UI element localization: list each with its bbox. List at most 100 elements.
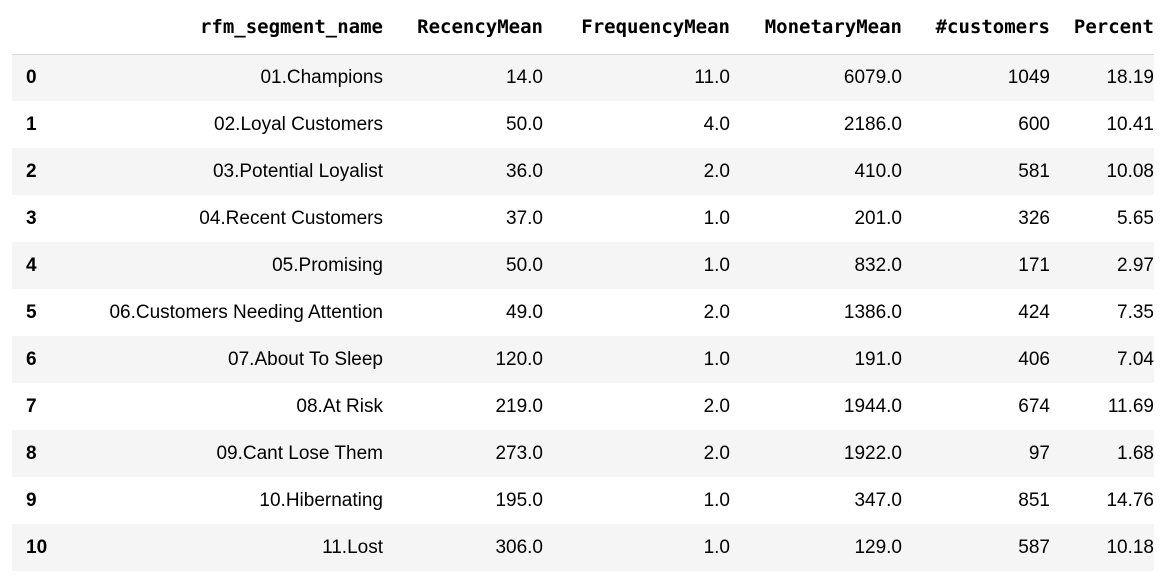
recency-mean-cell: 306.0 (495, 536, 543, 558)
percent-cell: 10.18 (1106, 536, 1154, 558)
recency-mean-cell: 50.0 (506, 113, 543, 135)
table-row: 4 05.Promising 50.0 1.0 832.0 171 2.97 (12, 242, 1154, 289)
column-header-rfm-segment-name: rfm_segment_name (56, 0, 383, 55)
recency-mean-cell: 273.0 (495, 442, 543, 464)
monetary-mean-cell: 6079.0 (843, 66, 902, 88)
table-body: 0 01.Champions 14.0 11.0 6079.0 1049 18.19 1 02.… (12, 54, 1154, 571)
frequency-mean-cell: 2.0 (703, 160, 730, 182)
column-header-recency-mean: RecencyMean (383, 0, 543, 55)
customers-cell: 406 (1018, 348, 1050, 370)
frequency-mean-cell: 1.0 (703, 536, 730, 558)
segment-name-cell: 01.Champions (260, 66, 383, 88)
segment-name-cell: 10.Hibernating (259, 489, 383, 511)
column-header-customers: #customers (902, 0, 1050, 55)
frequency-mean-cell: 2.0 (703, 442, 730, 464)
table-row: 2 03.Potential Loyalist 36.0 2.0 410.0 581 10.… (12, 148, 1154, 195)
monetary-mean-cell: 347.0 (854, 489, 902, 511)
table-header: rfm_segment_name RecencyMean FrequencyMe… (12, 0, 1154, 55)
percent-cell: 5.65 (1117, 207, 1154, 229)
percent-cell: 2.97 (1117, 254, 1154, 276)
row-index: 2 (26, 160, 37, 182)
segment-name-cell: 07.About To Sleep (228, 348, 383, 370)
percent-cell: 14.76 (1106, 489, 1154, 511)
recency-mean-cell: 14.0 (506, 66, 543, 88)
frequency-mean-cell: 1.0 (703, 207, 730, 229)
row-index: 4 (26, 254, 37, 276)
recency-mean-cell: 195.0 (495, 489, 543, 511)
recency-mean-cell: 36.0 (506, 160, 543, 182)
header-row: rfm_segment_name RecencyMean FrequencyMe… (12, 0, 1154, 55)
monetary-mean-cell: 201.0 (854, 207, 902, 229)
frequency-mean-cell: 1.0 (703, 254, 730, 276)
table-row: 0 01.Champions 14.0 11.0 6079.0 1049 18.19 (12, 54, 1154, 101)
row-index: 10 (26, 536, 48, 558)
table-row: 6 07.About To Sleep 120.0 1.0 191.0 406 7.04 (12, 336, 1154, 383)
customers-cell: 581 (1018, 160, 1050, 182)
column-header-percent: Percent (1050, 0, 1154, 55)
segment-name-cell: 02.Loyal Customers (214, 113, 383, 135)
monetary-mean-cell: 191.0 (854, 348, 902, 370)
table-row: 5 06.Customers Needing Attention 49.0 2.0 13… (12, 289, 1154, 336)
customers-cell: 600 (1018, 113, 1050, 135)
recency-mean-cell: 219.0 (495, 395, 543, 417)
segment-name-cell: 08.At Risk (296, 395, 383, 417)
customers-cell: 326 (1018, 207, 1050, 229)
monetary-mean-cell: 832.0 (854, 254, 902, 276)
percent-cell: 18.19 (1106, 66, 1154, 88)
monetary-mean-cell: 1386.0 (843, 301, 902, 323)
column-header-monetary-mean: MonetaryMean (730, 0, 902, 55)
row-index: 3 (26, 207, 37, 229)
segment-name-cell: 04.Recent Customers (199, 207, 383, 229)
frequency-mean-cell: 2.0 (703, 395, 730, 417)
frequency-mean-cell: 11.0 (694, 66, 730, 88)
frequency-mean-cell: 1.0 (703, 348, 730, 370)
percent-cell: 7.04 (1117, 348, 1154, 370)
table-row: 3 04.Recent Customers 37.0 1.0 201.0 326 5.65 (12, 195, 1154, 242)
column-header-index (12, 0, 56, 55)
frequency-mean-cell: 1.0 (703, 489, 730, 511)
row-index: 8 (26, 442, 37, 464)
recency-mean-cell: 120.0 (495, 348, 543, 370)
monetary-mean-cell: 129.0 (854, 536, 902, 558)
frequency-mean-cell: 2.0 (703, 301, 730, 323)
monetary-mean-cell: 2186.0 (843, 113, 902, 135)
table-row: 1 02.Loyal Customers 50.0 4.0 2186.0 600 10.41 (12, 101, 1154, 148)
monetary-mean-cell: 1944.0 (843, 395, 902, 417)
customers-cell: 851 (1018, 489, 1050, 511)
recency-mean-cell: 50.0 (506, 254, 543, 276)
row-index: 7 (26, 395, 37, 417)
row-index: 9 (26, 489, 37, 511)
dataframe-table: rfm_segment_name RecencyMean FrequencyMe… (12, 0, 1154, 571)
table-row: 7 08.At Risk 219.0 2.0 1944.0 674 11.69 (12, 383, 1154, 430)
frequency-mean-cell: 4.0 (703, 113, 730, 135)
segment-name-cell: 03.Potential Loyalist (212, 160, 383, 182)
percent-cell: 10.41 (1106, 113, 1154, 135)
row-index: 5 (26, 301, 37, 323)
segment-name-cell: 11.Lost (322, 536, 383, 558)
monetary-mean-cell: 410.0 (854, 160, 902, 182)
customers-cell: 587 (1018, 536, 1050, 558)
segment-name-cell: 05.Promising (272, 254, 383, 276)
percent-cell: 11.69 (1107, 395, 1154, 417)
row-index: 6 (26, 348, 37, 370)
table-row: 8 09.Cant Lose Them 273.0 2.0 1922.0 97 1.68 (12, 430, 1154, 477)
percent-cell: 7.35 (1117, 301, 1154, 323)
recency-mean-cell: 37.0 (506, 207, 543, 229)
row-index: 0 (26, 66, 37, 88)
table-row: 10 11.Lost 306.0 1.0 129.0 587 10.18 (12, 524, 1154, 571)
table-row: 9 10.Hibernating 195.0 1.0 347.0 851 14.76 (12, 477, 1154, 524)
row-index: 1 (26, 113, 37, 135)
segment-name-cell: 09.Cant Lose Them (216, 442, 383, 464)
segment-name-cell: 06.Customers Needing Attention (109, 301, 383, 323)
customers-cell: 1049 (1007, 66, 1050, 88)
monetary-mean-cell: 1922.0 (843, 442, 902, 464)
customers-cell: 674 (1018, 395, 1050, 417)
column-header-frequency-mean: FrequencyMean (543, 0, 730, 55)
recency-mean-cell: 49.0 (506, 301, 543, 323)
percent-cell: 1.68 (1117, 442, 1154, 464)
customers-cell: 171 (1018, 254, 1050, 276)
customers-cell: 97 (1028, 442, 1050, 464)
percent-cell: 10.08 (1106, 160, 1154, 182)
customers-cell: 424 (1018, 301, 1050, 323)
